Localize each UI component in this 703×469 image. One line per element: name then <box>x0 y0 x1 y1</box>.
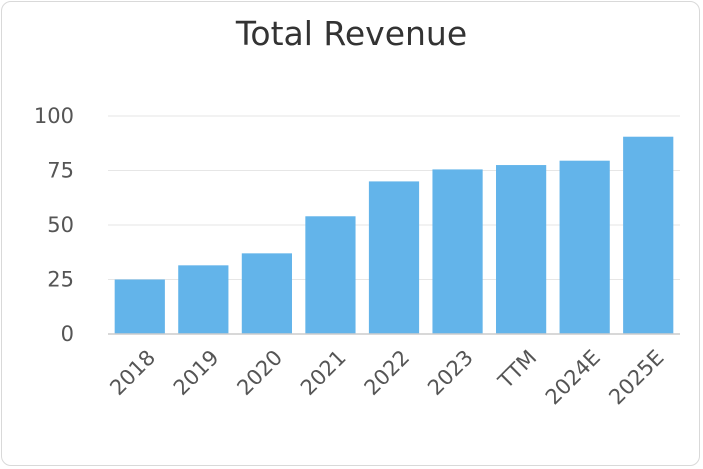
bar-2019 <box>178 265 229 334</box>
y-tick-label: 50 <box>47 213 74 237</box>
x-axis-tick-labels: 2018 2019 2020 2021 2022 2023 TTM 2024E 2025E <box>105 345 668 409</box>
y-tick-label: 0 <box>61 322 74 346</box>
y-tick-label: 75 <box>47 159 74 183</box>
y-tick-label: 25 <box>47 268 74 292</box>
x-tick-label: TTM <box>493 345 541 393</box>
x-tick-label: 2022 <box>360 345 415 400</box>
bars <box>114 136 674 334</box>
bar-2021 <box>305 216 356 334</box>
bar-2018 <box>114 279 165 334</box>
x-tick-label: 2023 <box>423 345 478 400</box>
x-tick-label: 2024E <box>541 345 605 409</box>
bar-2022 <box>368 181 420 334</box>
x-tick-label: 2021 <box>296 345 351 400</box>
chart-title: Total Revenue <box>235 14 468 53</box>
bar-2024e <box>559 160 610 334</box>
y-axis-tick-labels: 0 25 50 75 100 <box>34 104 74 346</box>
bar-ttm <box>496 165 547 334</box>
y-tick-label: 100 <box>34 104 74 128</box>
x-tick-label: 2020 <box>232 345 287 400</box>
bar-2023 <box>432 169 483 334</box>
x-tick-label: 2018 <box>105 345 160 400</box>
bar-2020 <box>241 253 292 334</box>
bar-2025e <box>623 136 674 334</box>
x-tick-label: 2019 <box>169 345 224 400</box>
x-tick-label: 2025E <box>604 345 668 409</box>
